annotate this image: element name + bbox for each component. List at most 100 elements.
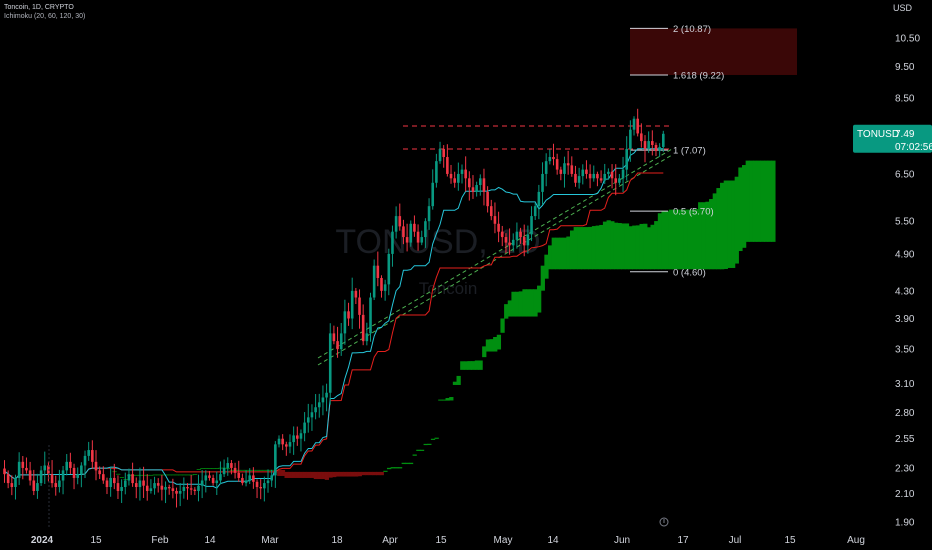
cloud-segment bbox=[610, 221, 615, 270]
candle-body bbox=[237, 472, 241, 478]
candle-body bbox=[504, 237, 508, 243]
candle-body bbox=[270, 475, 273, 481]
cloud-segment bbox=[657, 213, 663, 270]
candle-body bbox=[383, 284, 387, 291]
price-axis[interactable]: 10.50 9.50 8.50 6.50 5.50 4.90 4.30 3.90 3.50 3.1… bbox=[886, 0, 932, 550]
candle-body bbox=[369, 297, 372, 334]
candle-body bbox=[596, 173, 599, 179]
cloud-segment bbox=[533, 289, 538, 317]
cloud-segment bbox=[405, 462, 410, 465]
cloud-segment bbox=[690, 209, 696, 270]
candle-body bbox=[171, 488, 175, 491]
cloud-segment bbox=[383, 470, 388, 472]
candle-body bbox=[87, 450, 90, 456]
cloud-segment bbox=[650, 224, 655, 270]
time-tick-label: Aug bbox=[847, 535, 865, 546]
cloud-segment bbox=[288, 471, 293, 478]
candle-body bbox=[610, 171, 614, 179]
candle-body bbox=[614, 178, 618, 183]
candle-body bbox=[65, 461, 69, 471]
cloud-segment bbox=[701, 202, 706, 270]
currency-label[interactable]: USD bbox=[893, 3, 913, 13]
cloud-segment bbox=[255, 469, 260, 471]
price-axis-background bbox=[886, 0, 932, 550]
cloud-segment bbox=[573, 227, 578, 270]
candle-body bbox=[123, 480, 127, 488]
candle-body bbox=[102, 474, 105, 481]
candle-body bbox=[332, 333, 336, 342]
candle-body bbox=[76, 474, 79, 478]
candle-body bbox=[662, 133, 665, 147]
cloud-segment bbox=[756, 160, 761, 242]
cloud-segment bbox=[507, 300, 513, 317]
cloud-segment bbox=[346, 471, 351, 477]
cloud-segment bbox=[526, 289, 531, 317]
cloud-segment bbox=[171, 474, 176, 476]
cloud-segment bbox=[518, 291, 523, 317]
price-tag-background bbox=[853, 124, 932, 153]
candle-body bbox=[552, 157, 555, 160]
candle-body bbox=[588, 173, 592, 179]
time-axis-background bbox=[0, 530, 932, 550]
price-tick-label: 2.80 bbox=[895, 408, 915, 419]
time-axis[interactable]: 2024 15 Feb 14 Mar 18 Apr 15 May 14 Jun 17 Jul 15 Aug bbox=[0, 445, 932, 550]
indicator-title[interactable]: Ichimoku (20, 60, 120, 30) bbox=[4, 13, 86, 20]
candle-body bbox=[643, 141, 647, 149]
cloud-segment bbox=[119, 477, 125, 478]
candle-body bbox=[336, 341, 339, 350]
cloud-segment bbox=[635, 225, 641, 270]
cloud-segment bbox=[551, 237, 556, 270]
cloud-segment bbox=[767, 160, 772, 242]
price-tag-countdown: 07:02:56 bbox=[895, 142, 932, 153]
cloud-segment bbox=[467, 361, 472, 370]
price-tick-label: 9.50 bbox=[895, 62, 915, 73]
candle-body bbox=[193, 489, 197, 491]
cloud-segment bbox=[558, 237, 564, 270]
candle-body bbox=[167, 487, 171, 489]
candle-body bbox=[457, 173, 460, 183]
goto-realtime-icon[interactable] bbox=[659, 517, 669, 527]
cloud-segment bbox=[548, 245, 553, 270]
candle-body bbox=[94, 461, 98, 471]
cloud-segment bbox=[639, 223, 644, 270]
cloud-segment bbox=[698, 202, 703, 270]
cloud-segment bbox=[149, 474, 154, 476]
cloud-segment bbox=[328, 471, 333, 478]
candle-body bbox=[574, 173, 577, 183]
cloud-segment bbox=[544, 254, 549, 279]
cloud-segment bbox=[672, 209, 677, 270]
cloud-segment bbox=[408, 462, 414, 465]
candle-body bbox=[533, 206, 537, 217]
cloud-segment bbox=[452, 381, 458, 385]
cloud-segment bbox=[485, 339, 491, 352]
cloud-segment bbox=[116, 473, 121, 475]
cloud-segment bbox=[482, 346, 487, 358]
trend-lines bbox=[317, 125, 673, 366]
cloud-segment bbox=[324, 471, 330, 480]
candle-body bbox=[175, 490, 178, 494]
time-tick-label: 15 bbox=[784, 535, 796, 546]
candle-body bbox=[431, 182, 435, 207]
candle-body bbox=[358, 297, 361, 315]
candle-body bbox=[219, 474, 222, 481]
price-tick-label: 3.50 bbox=[895, 345, 915, 356]
cloud-segment bbox=[302, 471, 308, 478]
candle-body bbox=[197, 485, 200, 491]
candle-body bbox=[350, 290, 354, 319]
cloud-segment bbox=[295, 471, 300, 478]
support-trendline-2 bbox=[317, 148, 673, 359]
candle-body bbox=[189, 488, 193, 490]
candle-body bbox=[182, 487, 186, 491]
candle-body bbox=[83, 455, 87, 466]
cloud-segment bbox=[189, 474, 194, 476]
candle-body bbox=[563, 163, 566, 174]
cloud-segment bbox=[537, 285, 542, 313]
cloud-segment bbox=[771, 160, 776, 242]
time-tick-label: Jun bbox=[614, 535, 630, 546]
cloud-segment bbox=[522, 289, 527, 317]
price-tick-label: 1.90 bbox=[895, 518, 915, 529]
symbol-title[interactable]: Toncoin, 1D, CRYPTO bbox=[4, 4, 74, 11]
cloud-segment bbox=[580, 227, 586, 270]
